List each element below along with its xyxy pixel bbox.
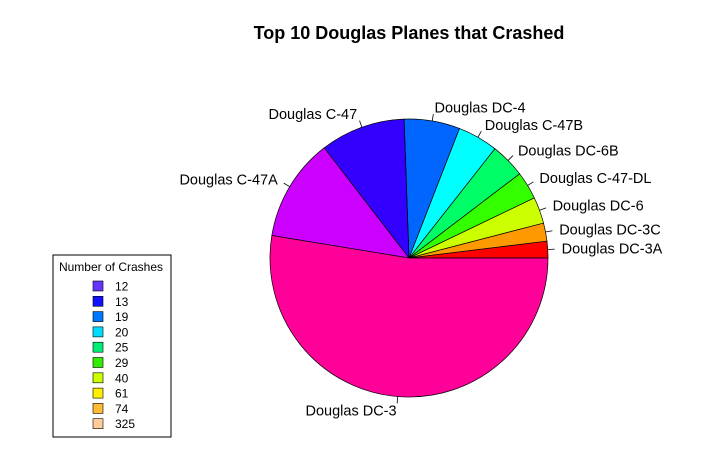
legend-swatch: [92, 326, 104, 338]
slice-label-douglas-c-47: Douglas C-47: [269, 107, 358, 123]
legend-label: 40: [115, 371, 129, 385]
slice-label-douglas-dc-3c: Douglas DC-3C: [559, 222, 661, 238]
legend-swatch: [92, 387, 104, 399]
leader-line-douglas-c-47b: [477, 131, 482, 138]
legend-label: 325: [115, 417, 135, 431]
slice-label-douglas-c-47-dl: Douglas C-47-DL: [539, 171, 651, 187]
leader-line-douglas-c-47: [359, 120, 363, 128]
legend-label: 61: [115, 387, 129, 401]
legend-swatch: [92, 372, 104, 384]
pie-slice-douglas-c-47a: [271, 147, 410, 259]
legend-title: Number of Crashes: [59, 260, 163, 274]
legend-swatch: [92, 341, 104, 353]
legend-label: 19: [115, 310, 129, 324]
pie-slices: [269, 118, 549, 398]
legend-label: 25: [115, 341, 129, 355]
leader-line-douglas-c-47-dl: [527, 181, 534, 186]
legend-label: 20: [115, 325, 129, 339]
legend-swatch: [92, 311, 104, 322]
legend-swatch: [92, 403, 104, 414]
leader-line-douglas-dc-4: [431, 114, 434, 122]
pie-slice-douglas-dc-3: [269, 235, 549, 398]
legend-swatch: [92, 295, 104, 307]
leader-line-douglas-dc-6b: [507, 155, 514, 161]
pie-slice-douglas-c-47: [323, 118, 410, 260]
legend-label: 74: [115, 402, 129, 416]
legend-swatch: [92, 418, 104, 430]
slice-label-douglas-c-47b: Douglas C-47B: [485, 118, 583, 134]
pie-labels: Douglas DC-3A Douglas DC-3C Douglas DC-6 Do…: [179, 100, 662, 419]
legend-label: 12: [115, 280, 129, 294]
slice-label-douglas-dc-3a: Douglas DC-3A: [562, 242, 663, 258]
slice-label-douglas-dc-6b: Douglas DC-6B: [518, 144, 619, 160]
slice-label-douglas-dc-3: Douglas DC-3: [306, 403, 397, 419]
legend-label: 29: [115, 356, 129, 370]
legend-box: [52, 254, 172, 438]
slice-label-douglas-dc-4: Douglas DC-4: [435, 100, 526, 116]
chart-title: Top 10 Douglas Planes that Crashed: [254, 23, 565, 43]
slice-label-douglas-c-47a: Douglas C-47A: [179, 173, 278, 189]
leader-line-douglas-dc-6: [539, 207, 547, 211]
leader-line-douglas-dc-3c: [545, 230, 553, 233]
leader-line-douglas-c-47a: [283, 182, 290, 188]
slice-label-douglas-dc-6: Douglas DC-6: [553, 198, 644, 214]
leader-line-douglas-dc-3: [396, 396, 399, 404]
legend-swatch: [92, 280, 104, 292]
pie-leaders: [283, 114, 555, 404]
legend-swatch: [92, 357, 104, 368]
legend-label: 13: [115, 295, 129, 309]
